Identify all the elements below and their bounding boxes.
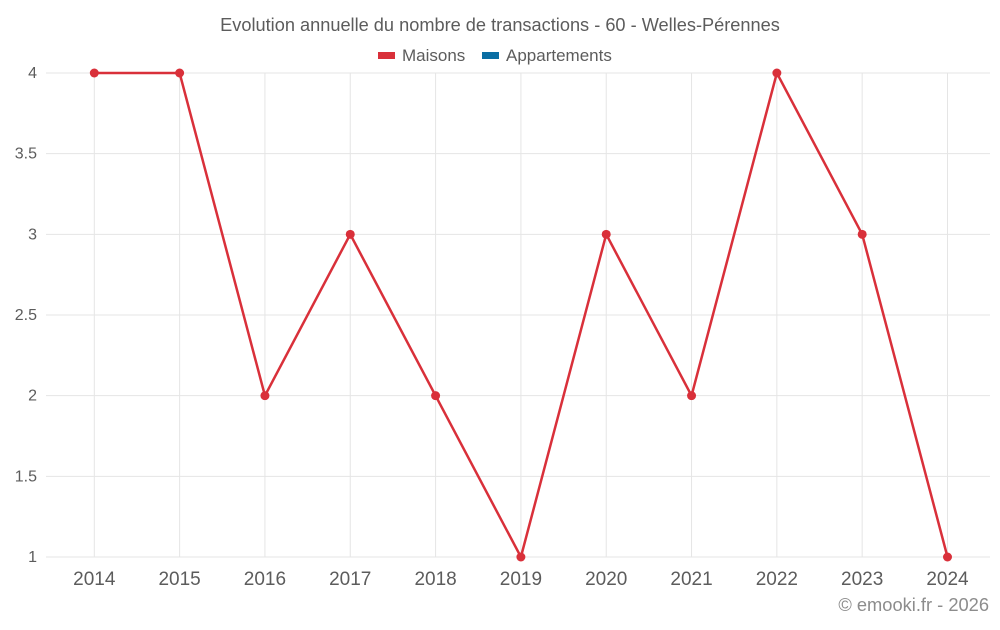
svg-text:1.5: 1.5 bbox=[15, 468, 37, 485]
svg-text:2016: 2016 bbox=[244, 569, 286, 590]
svg-text:1: 1 bbox=[28, 549, 37, 566]
svg-text:2022: 2022 bbox=[756, 569, 798, 590]
svg-text:2023: 2023 bbox=[841, 569, 883, 590]
svg-text:3.5: 3.5 bbox=[15, 146, 37, 163]
svg-text:2.5: 2.5 bbox=[15, 307, 37, 324]
svg-text:2017: 2017 bbox=[329, 569, 371, 590]
svg-text:2020: 2020 bbox=[585, 569, 627, 590]
svg-text:2021: 2021 bbox=[670, 569, 712, 590]
svg-text:2018: 2018 bbox=[414, 569, 456, 590]
svg-text:2014: 2014 bbox=[73, 569, 116, 590]
svg-text:2015: 2015 bbox=[158, 569, 200, 590]
svg-text:2024: 2024 bbox=[926, 569, 969, 590]
svg-text:2: 2 bbox=[28, 388, 37, 405]
svg-text:3: 3 bbox=[28, 226, 37, 243]
svg-text:4: 4 bbox=[28, 65, 37, 82]
svg-text:2019: 2019 bbox=[500, 569, 542, 590]
